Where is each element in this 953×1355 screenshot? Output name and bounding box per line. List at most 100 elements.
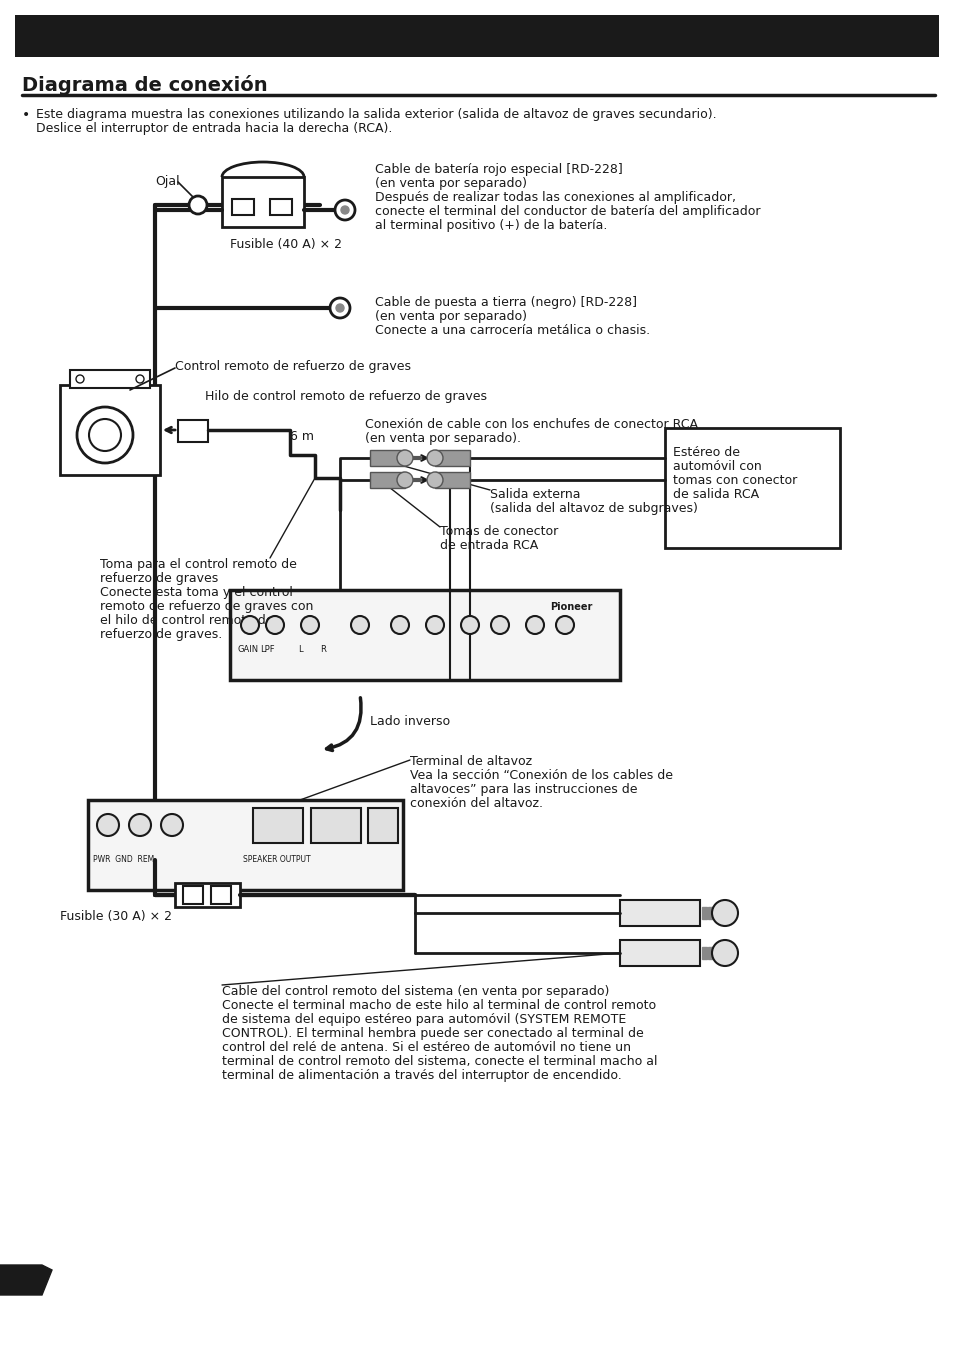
Text: Ojal: Ojal	[154, 175, 179, 188]
Bar	[707, 906, 712, 919]
Circle shape	[391, 617, 409, 634]
Text: Conexión de la unidad: Conexión de la unidad	[28, 30, 322, 54]
Circle shape	[427, 472, 442, 488]
Bar	[15, 15, 938, 57]
Text: Lado inverso: Lado inverso	[370, 715, 450, 728]
Text: GAIN: GAIN	[237, 645, 259, 654]
Text: Cable de batería rojo especial [RD-228]: Cable de batería rojo especial [RD-228]	[375, 163, 622, 176]
Circle shape	[396, 472, 413, 488]
Text: terminal de alimentación a través del interruptor de encendido.: terminal de alimentación a través del in…	[222, 1069, 621, 1083]
Bar	[174, 883, 240, 906]
Text: Estéreo de: Estéreo de	[672, 446, 740, 459]
Text: SPEAKER OUTPUT: SPEAKER OUTPUT	[243, 855, 311, 864]
Text: Deslice el interruptor de entrada hacia la derecha (RCA).: Deslice el interruptor de entrada hacia …	[36, 122, 392, 136]
Text: Terminal de altavoz: Terminal de altavoz	[410, 755, 532, 768]
Circle shape	[351, 617, 369, 634]
Text: de salida RCA: de salida RCA	[672, 488, 759, 501]
Bar	[619, 940, 700, 966]
Text: terminal de control remoto del sistema, conecte el terminal macho al: terminal de control remoto del sistema, …	[222, 1056, 657, 1068]
Bar	[619, 900, 700, 925]
Circle shape	[396, 450, 413, 466]
Circle shape	[189, 196, 207, 214]
Bar	[701, 906, 706, 919]
Bar	[435, 450, 470, 466]
Text: Control remoto de refuerzo de graves: Control remoto de refuerzo de graves	[174, 360, 411, 373]
Text: Toma para el control remoto de: Toma para el control remoto de	[100, 558, 296, 570]
Text: refuerzo de graves.: refuerzo de graves.	[100, 627, 222, 641]
Circle shape	[335, 201, 355, 220]
Text: Conexión de cable con los enchufes de conector RCA: Conexión de cable con los enchufes de co…	[365, 417, 698, 431]
Circle shape	[136, 375, 144, 383]
Text: (en venta por separado): (en venta por separado)	[375, 310, 526, 322]
Text: LPF: LPF	[260, 645, 274, 654]
Bar	[222, 178, 304, 228]
Text: (salida del altavoz de subgraves): (salida del altavoz de subgraves)	[490, 501, 698, 515]
Circle shape	[161, 814, 183, 836]
Text: tomas con conector: tomas con conector	[672, 474, 797, 486]
Text: Conecte el terminal macho de este hilo al terminal de control remoto: Conecte el terminal macho de este hilo a…	[222, 999, 656, 1012]
Bar	[311, 808, 360, 843]
Circle shape	[340, 206, 349, 214]
Text: Fusible (30 A) × 2: Fusible (30 A) × 2	[60, 911, 172, 923]
Bar	[60, 385, 160, 476]
Text: CONTROL). El terminal hembra puede ser conectado al terminal de: CONTROL). El terminal hembra puede ser c…	[222, 1027, 643, 1041]
Circle shape	[330, 298, 350, 318]
Bar	[701, 947, 706, 959]
Bar	[70, 370, 150, 388]
Text: Cable del control remoto del sistema (en venta por separado): Cable del control remoto del sistema (en…	[222, 985, 609, 999]
Text: altavoces” para las instrucciones de: altavoces” para las instrucciones de	[410, 783, 637, 795]
Text: (en venta por separado).: (en venta por separado).	[365, 432, 520, 444]
Bar	[664, 428, 840, 547]
Text: remoto de refuerzo de graves con: remoto de refuerzo de graves con	[100, 600, 313, 612]
Text: automóvil con: automóvil con	[672, 459, 760, 473]
Text: Conecte a una carrocería metálica o chasis.: Conecte a una carrocería metálica o chas…	[375, 324, 649, 337]
Text: Cable de puesta a tierra (negro) [RD-228]: Cable de puesta a tierra (negro) [RD-228…	[375, 295, 637, 309]
Text: de entrada RCA: de entrada RCA	[439, 539, 537, 551]
Polygon shape	[0, 1266, 52, 1295]
Circle shape	[97, 814, 119, 836]
Circle shape	[76, 375, 84, 383]
Bar	[211, 886, 231, 904]
Bar	[713, 947, 719, 959]
Circle shape	[426, 617, 443, 634]
Text: (en venta por separado): (en venta por separado)	[375, 178, 526, 190]
Bar	[368, 808, 397, 843]
Circle shape	[301, 617, 318, 634]
Circle shape	[241, 617, 258, 634]
Circle shape	[335, 304, 344, 312]
Text: conexión del altavoz.: conexión del altavoz.	[410, 797, 542, 810]
Circle shape	[525, 617, 543, 634]
Circle shape	[266, 617, 284, 634]
Text: 6 m: 6 m	[290, 430, 314, 443]
Circle shape	[491, 617, 509, 634]
Text: el hilo de control remoto de: el hilo de control remoto de	[100, 614, 274, 627]
Bar	[253, 808, 303, 843]
Circle shape	[460, 617, 478, 634]
Text: conecte el terminal del conductor de batería del amplificador: conecte el terminal del conductor de bat…	[375, 205, 760, 218]
Text: control del relé de antena. Si el estéreo de automóvil no tiene un: control del relé de antena. Si el estére…	[222, 1041, 630, 1054]
Text: R: R	[319, 645, 326, 654]
Circle shape	[711, 900, 738, 925]
Text: Diagrama de conexión: Diagrama de conexión	[22, 75, 268, 95]
Bar	[232, 199, 253, 215]
Text: Tomas de conector: Tomas de conector	[439, 524, 558, 538]
Bar	[435, 472, 470, 488]
Text: L: L	[297, 645, 302, 654]
Text: Hilo de control remoto de refuerzo de graves: Hilo de control remoto de refuerzo de gr…	[205, 390, 486, 402]
Circle shape	[129, 814, 151, 836]
Text: Fusible (40 A) × 2: Fusible (40 A) × 2	[230, 238, 341, 251]
Bar	[183, 886, 203, 904]
Circle shape	[427, 450, 442, 466]
Bar	[370, 450, 405, 466]
Bar	[178, 420, 208, 442]
Text: 7: 7	[10, 1275, 21, 1290]
Bar	[713, 906, 719, 919]
Text: Conecte esta toma y el control: Conecte esta toma y el control	[100, 585, 293, 599]
Circle shape	[711, 940, 738, 966]
Text: de sistema del equipo estéreo para automóvil (SYSTEM REMOTE: de sistema del equipo estéreo para autom…	[222, 1014, 625, 1026]
Text: Vea la sección “Conexión de los cables de: Vea la sección “Conexión de los cables d…	[410, 770, 672, 782]
Bar	[270, 199, 292, 215]
Text: refuerzo de graves: refuerzo de graves	[100, 572, 218, 585]
Bar	[230, 589, 619, 680]
Text: Después de realizar todas las conexiones al amplificador,: Después de realizar todas las conexiones…	[375, 191, 735, 205]
